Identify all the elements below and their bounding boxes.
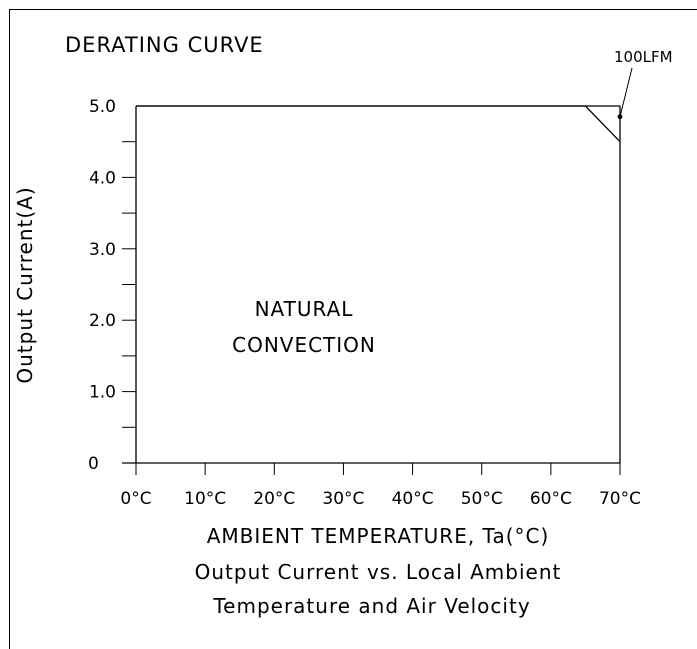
chart-title: DERATING CURVE [65, 33, 264, 57]
annotation-leader-line [619, 67, 633, 117]
annotation-label: 100LFM [614, 48, 673, 66]
y-tick-label: 4.0 [89, 168, 116, 188]
y-tick-label: 3.0 [89, 240, 116, 260]
x-tick-label: 60°C [530, 489, 572, 509]
caption-line1: Output Current vs. Local Ambient [195, 560, 562, 584]
x-tick-label: 70°C [599, 489, 641, 509]
chart-frame [9, 9, 697, 649]
x-tick-label: 0°C [120, 489, 151, 509]
x-tick-label: 40°C [392, 489, 434, 509]
x-tick-label: 50°C [461, 489, 503, 509]
x-tick-label: 20°C [253, 489, 295, 509]
x-tick-label: 30°C [322, 489, 364, 509]
natural-convection-curve [136, 105, 621, 143]
region-label-line1: NATURAL [255, 297, 354, 321]
y-tick-label: 2.0 [89, 311, 116, 331]
y-axis-label: Output Current(A) [13, 186, 37, 383]
caption-line2: Temperature and Air Velocity [212, 594, 530, 618]
y-tick-label: 5.0 [89, 97, 116, 117]
x-axis-label: AMBIENT TEMPERATURE, Ta(°C) [207, 524, 550, 548]
y-tick-label: 1.0 [89, 383, 116, 403]
y-tick-label: 0 [88, 454, 99, 474]
derating-curve-chart: DERATING CURVE 100LFM 0 1.0 2.0 3.0 4.0 5.0 0°… [13, 33, 673, 618]
x-tick-label: 10°C [184, 489, 226, 509]
region-label-line2: CONVECTION [232, 333, 376, 357]
plot-area: 0 1.0 2.0 3.0 4.0 5.0 0°C 10°C 20°C 30°C 40°C 50°C 6… [88, 67, 641, 509]
